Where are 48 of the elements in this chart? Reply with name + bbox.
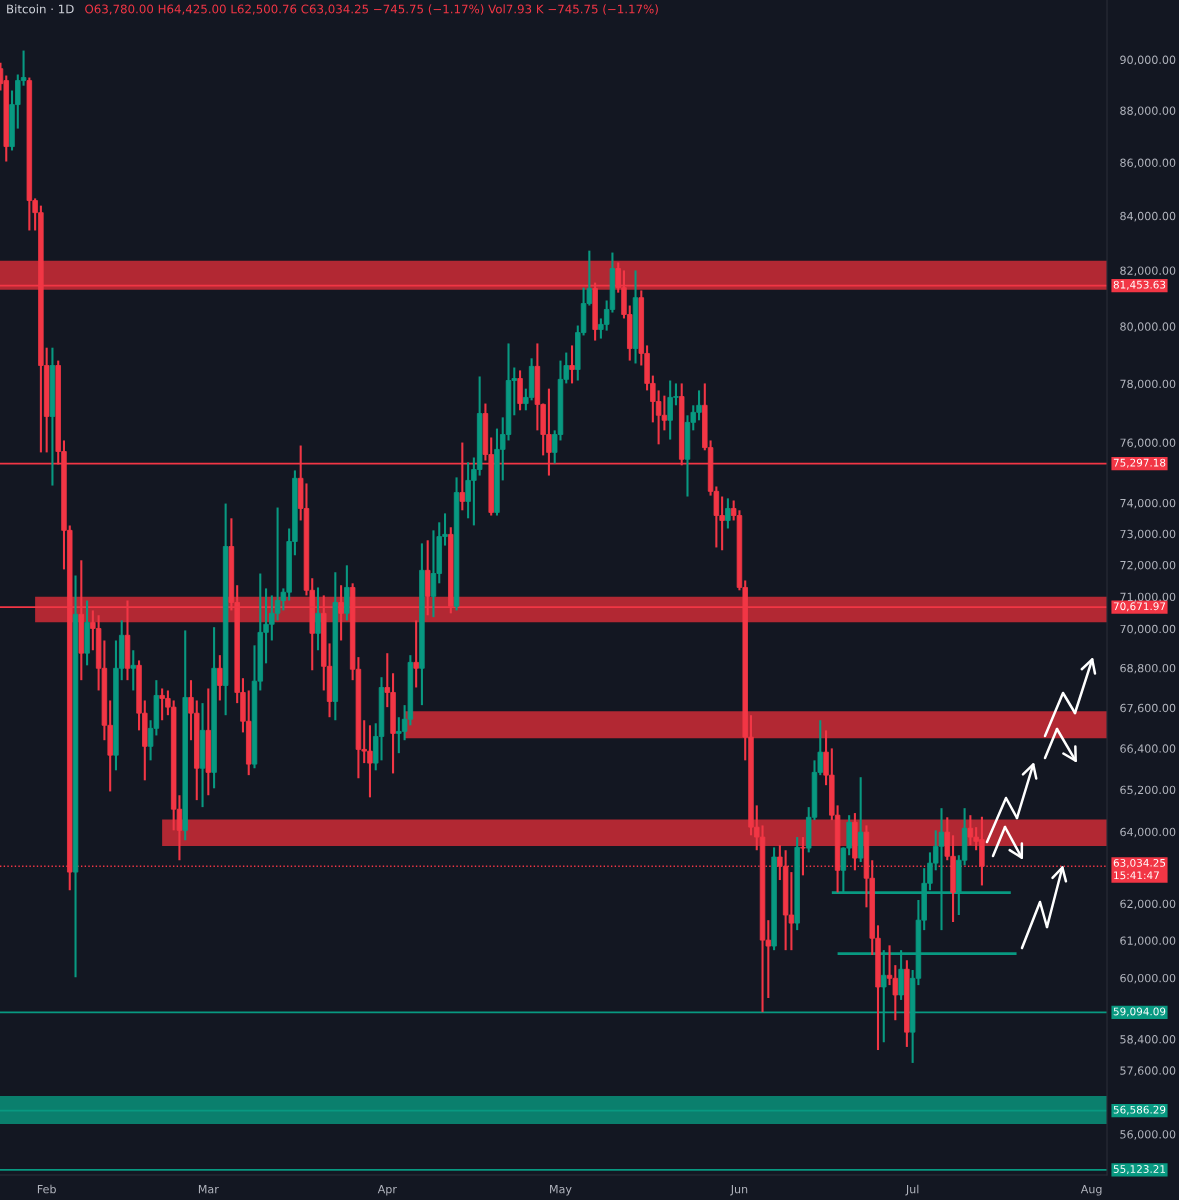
y-tick-label: 90,000.00 — [1120, 55, 1176, 66]
y-tick-label: 56,000.00 — [1120, 1130, 1176, 1140]
y-tick-label: 74,000.00 — [1120, 498, 1176, 509]
x-tick-label: Aug — [1080, 1185, 1102, 1196]
x-tick-label: Mar — [198, 1185, 219, 1194]
candlestick — [217, 654, 223, 702]
chart-title: Bitcoin · 1D — [7, 4, 74, 14]
ref-line-label: 59,094.09 — [1113, 1007, 1166, 1017]
y-tick-label: 71,000.00 — [1120, 592, 1176, 603]
ref-line-label: 81,453.63 — [1113, 280, 1166, 290]
y-tick-label: 80,000.00 — [1120, 322, 1176, 332]
ref-line-label: 63,034.25 15:41:47 — [1113, 858, 1166, 880]
y-tick-label: 86,000.00 — [1120, 158, 1176, 169]
x-tick-label: May — [550, 1185, 572, 1196]
ref-line-label: 55,123.21 — [1113, 1165, 1166, 1175]
candlestick — [569, 344, 575, 385]
y-tick-label: 65,200.00 — [1120, 785, 1176, 796]
y-tick-label: 76,000.00 — [1120, 438, 1176, 449]
candlestick — [725, 497, 731, 530]
chart-subtitle: O63,780.00 H64,425.00 L62,500.76 C63,034.25 −745.75 (−1.17%) Vol7.93 K −745.75 (−1.17%) — [85, 4, 658, 15]
y-tick-label: 78,000.00 — [1120, 379, 1176, 390]
x-tick-label: Apr — [377, 1185, 397, 1196]
y-tick-label: 84,000.00 — [1120, 211, 1176, 222]
ref-line-label: 56,586.29 — [1113, 1105, 1166, 1115]
ref-line-label: 75,297.18 — [1113, 458, 1166, 468]
y-tick-label: 58,400.00 — [1120, 1035, 1176, 1045]
y-tick-label: 62,000.00 — [1120, 899, 1176, 910]
y-tick-label: 66,400.00 — [1120, 744, 1176, 754]
x-tick-label: Jun — [730, 1185, 748, 1196]
y-tick-label: 60,000.00 — [1120, 973, 1176, 984]
x-tick-label: Feb — [37, 1184, 56, 1194]
candlestick — [130, 649, 136, 692]
ref-line-label: 70,671.97 — [1113, 602, 1166, 612]
candlestick — [315, 586, 321, 652]
y-tick-label: 67,600.00 — [1120, 703, 1176, 714]
y-tick-label: 73,000.00 — [1120, 529, 1176, 540]
y-tick-label: 64,000.00 — [1120, 827, 1176, 838]
y-tick-label: 68,800.00 — [1120, 663, 1176, 674]
candlestick — [338, 584, 344, 642]
y-tick-label: 70,000.00 — [1120, 624, 1176, 635]
y-tick-label: 57,600.00 — [1120, 1066, 1176, 1076]
x-tick-label: Jul — [905, 1184, 919, 1196]
y-tick-label: 72,000.00 — [1120, 560, 1176, 571]
candlestick — [413, 619, 419, 689]
candlestick — [800, 836, 806, 877]
y-tick-label: 61,000.00 — [1120, 936, 1176, 947]
y-tick-label: 88,000.00 — [1120, 106, 1176, 117]
y-tick-label: 82,000.00 — [1120, 266, 1176, 276]
